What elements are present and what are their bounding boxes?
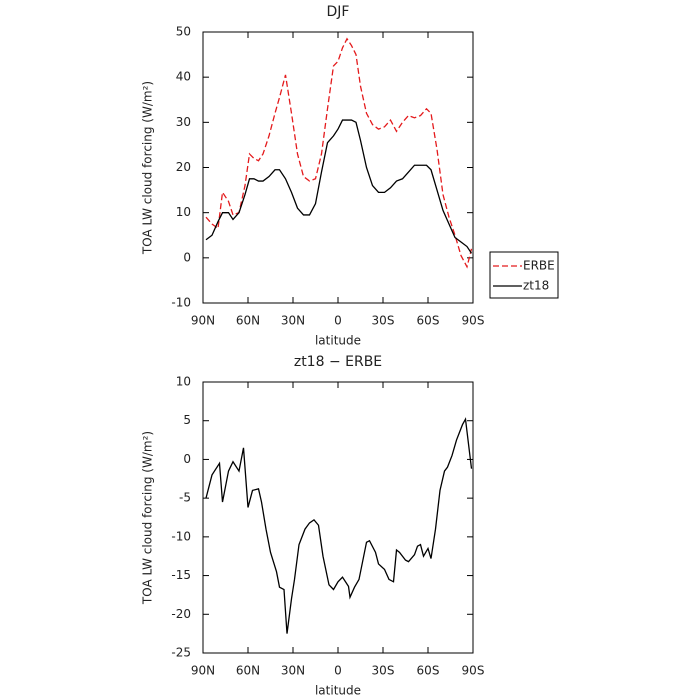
data-line bbox=[205, 417, 473, 634]
x-tick-label: 60N bbox=[236, 314, 260, 328]
x-tick-label: 90N bbox=[191, 314, 215, 328]
y-tick-label: 0 bbox=[183, 452, 191, 466]
legend-label: ERBE bbox=[523, 259, 555, 273]
y-tick-label: 30 bbox=[176, 115, 191, 129]
y-axis-label: TOA LW cloud forcing (W/m²) bbox=[141, 81, 155, 255]
x-tick-label: 0 bbox=[334, 664, 342, 678]
x-axis-label: latitude bbox=[315, 684, 361, 698]
y-tick-label: 20 bbox=[176, 160, 191, 174]
y-axis-label: TOA LW cloud forcing (W/m²) bbox=[141, 431, 155, 605]
y-tick-label: -5 bbox=[179, 491, 191, 505]
y-tick-label: 10 bbox=[176, 205, 191, 219]
x-tick-label: 30S bbox=[372, 664, 395, 678]
y-tick-label: 5 bbox=[183, 413, 191, 427]
plot-frame bbox=[202, 381, 474, 654]
legend-label: zt18 bbox=[523, 279, 549, 293]
x-tick-label: 60S bbox=[417, 664, 440, 678]
y-tick-label: -10 bbox=[171, 296, 191, 310]
y-tick-label: 0 bbox=[183, 250, 191, 264]
y-tick-label: 10 bbox=[176, 375, 191, 389]
x-tick-label: 30N bbox=[281, 314, 305, 328]
x-tick-label: 90S bbox=[462, 314, 485, 328]
x-tick-label: 90S bbox=[462, 664, 485, 678]
chart-title: zt18 − ERBE bbox=[294, 354, 382, 370]
chart-title: DJF bbox=[327, 4, 350, 20]
x-tick-label: 30N bbox=[281, 664, 305, 678]
y-tick-label: -25 bbox=[171, 646, 191, 660]
x-tick-label: 60N bbox=[236, 664, 260, 678]
y-tick-label: 50 bbox=[176, 25, 191, 39]
x-tick-label: 30S bbox=[372, 314, 395, 328]
plot-frame bbox=[202, 31, 474, 304]
legend-box bbox=[489, 251, 559, 299]
x-tick-label: 0 bbox=[334, 314, 342, 328]
x-tick-label: 60S bbox=[417, 314, 440, 328]
x-tick-label: 90N bbox=[191, 664, 215, 678]
y-tick-label: -15 bbox=[171, 568, 191, 582]
data-line bbox=[205, 119, 473, 254]
x-axis-label: latitude bbox=[315, 334, 361, 348]
y-tick-label: -10 bbox=[171, 529, 191, 543]
y-tick-label: -20 bbox=[171, 607, 191, 621]
data-line bbox=[205, 37, 473, 269]
y-tick-label: 40 bbox=[176, 70, 191, 84]
